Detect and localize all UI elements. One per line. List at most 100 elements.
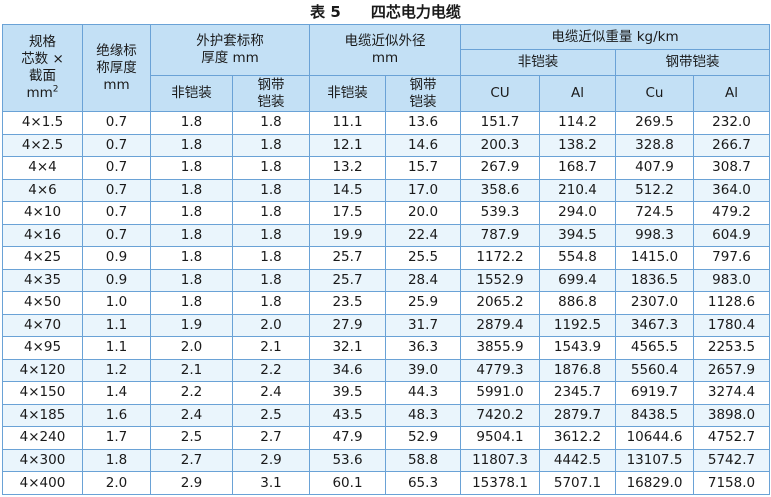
table-cell: 2.4 [150, 403, 233, 428]
table-cell: 0.7 [82, 133, 151, 158]
table-cell: 25.7 [309, 268, 386, 293]
table-cell: 47.9 [309, 426, 386, 450]
table-cell: 11.1 [309, 111, 386, 135]
table-cell: 1.8 [150, 201, 233, 225]
table-cell: 7158.0 [692, 471, 771, 495]
table-cell: 0.7 [82, 223, 151, 248]
table-header: 规格 芯数 × 截面 mm2 绝缘标 称厚度 mm 外护套标称 厚度 mm 电缆… [2, 24, 771, 112]
table-cell: 1.8 [232, 201, 310, 225]
table-cell: 22.4 [385, 223, 461, 248]
table-cell: 2.2 [150, 381, 233, 405]
header-insulation-thickness: 绝缘标 称厚度 mm [82, 24, 151, 112]
table-cell: 1.8 [232, 246, 310, 270]
table-cell: 1.8 [232, 291, 310, 315]
header-unarmored-al: Al [539, 75, 616, 112]
table-cell: 1.4 [82, 381, 151, 405]
table-cell: 2.0 [232, 313, 310, 338]
table-row: 4×50 1.0 1.8 1.8 23.5 25.9 2065.2 886.8 2307.0 11… [2, 291, 771, 315]
table-cell: 4×4 [2, 156, 83, 180]
table-cell: 1.7 [82, 426, 151, 450]
table-cell: 724.5 [615, 201, 694, 225]
table-cell: 3.1 [232, 471, 310, 495]
table-cell: 8438.5 [615, 403, 694, 428]
table-cell: 19.9 [309, 223, 386, 248]
table-cell: 394.5 [539, 223, 616, 248]
table-cell: 364.0 [692, 178, 771, 203]
table-cell: 114.2 [539, 111, 616, 135]
table-cell: 1.8 [232, 156, 310, 180]
table-cell: 168.7 [539, 156, 616, 180]
table-cell: 2253.5 [692, 336, 771, 360]
table-cell: 13.6 [385, 111, 461, 135]
table-cell: 0.9 [82, 268, 151, 293]
table-row: 4×95 1.1 2.0 2.1 32.1 36.3 3855.9 1543.9 4565.5 2… [2, 336, 771, 360]
table-row: 4×300 1.8 2.7 2.9 53.6 58.8 11807.3 4442.5 13107… [2, 448, 771, 473]
table-cell: 2879.7 [539, 403, 616, 428]
table-cell: 4×70 [2, 313, 83, 338]
table-cell: 4×16 [2, 223, 83, 248]
header-diameter-steel-armored: 钢带 铠装 [385, 75, 461, 112]
table-cell: 4×400 [2, 471, 83, 495]
table-cell: 1780.4 [692, 313, 771, 338]
table-row: 4×2.5 0.7 1.8 1.8 12.1 14.6 200.3 138.2 328.8 266… [2, 133, 771, 158]
table-cell: 44.3 [385, 381, 461, 405]
table-cell: 308.7 [692, 156, 771, 180]
table-row: 4×4 0.7 1.8 1.8 13.2 15.7 267.9 168.7 407.9 308.7 [2, 156, 771, 180]
table-cell: 1.8 [150, 156, 233, 180]
table-cell: 1128.6 [692, 291, 771, 315]
table-title: 四芯电力电缆 [370, 3, 461, 21]
table-caption: 表 5 四芯电力电缆 [0, 0, 771, 24]
table-cell: 983.0 [692, 268, 771, 293]
table-cell: 5991.0 [460, 381, 540, 405]
table-cell: 39.5 [309, 381, 386, 405]
table-cell: 787.9 [460, 223, 540, 248]
table-cell: 4×10 [2, 201, 83, 225]
table-cell: 1.9 [150, 313, 233, 338]
table-cell: 512.2 [615, 178, 694, 203]
table-cell: 1.8 [232, 133, 310, 158]
table-cell: 699.4 [539, 268, 616, 293]
table-cell: 3274.4 [692, 381, 771, 405]
table-cell: 267.9 [460, 156, 540, 180]
table-row: 4×120 1.2 2.1 2.2 34.6 39.0 4779.3 1876.8 5560.4… [2, 358, 771, 383]
table-cell: 0.9 [82, 246, 151, 270]
table-cell: 12.1 [309, 133, 386, 158]
table-cell: 9504.1 [460, 426, 540, 450]
table-cell: 554.8 [539, 246, 616, 270]
table-row: 4×185 1.6 2.4 2.5 43.5 48.3 7420.2 2879.7 8438.5… [2, 403, 771, 428]
table-cell: 14.6 [385, 133, 461, 158]
table-cell: 2.7 [150, 448, 233, 473]
table-cell: 138.2 [539, 133, 616, 158]
table-cell: 2.7 [232, 426, 310, 450]
table-cell: 2307.0 [615, 291, 694, 315]
table-cell: 2.0 [150, 336, 233, 360]
table-cell: 52.9 [385, 426, 461, 450]
table-cell: 25.9 [385, 291, 461, 315]
table-cell: 210.4 [539, 178, 616, 203]
table-cell: 58.8 [385, 448, 461, 473]
table-cell: 1.8 [232, 268, 310, 293]
table-cell: 15378.1 [460, 471, 540, 495]
table-cell: 407.9 [615, 156, 694, 180]
table-cell: 32.1 [309, 336, 386, 360]
table-cell: 1.8 [232, 223, 310, 248]
table-cell: 2.2 [232, 358, 310, 383]
table-cell: 5707.1 [539, 471, 616, 495]
table-cell: 25.5 [385, 246, 461, 270]
table-cell: 2065.2 [460, 291, 540, 315]
table-cell: 4565.5 [615, 336, 694, 360]
table-cell: 1.8 [150, 291, 233, 315]
table-cell: 1.8 [82, 448, 151, 473]
table-cell: 1.6 [82, 403, 151, 428]
table-cell: 1.8 [232, 111, 310, 135]
table-cell: 1.0 [82, 291, 151, 315]
table-cell: 2.9 [232, 448, 310, 473]
table-row: 4×6 0.7 1.8 1.8 14.5 17.0 358.6 210.4 512.2 364.0 [2, 178, 771, 203]
table-cell: 269.5 [615, 111, 694, 135]
header-unarmored-cu: CU [460, 75, 540, 112]
table-cell: 4752.7 [692, 426, 771, 450]
table-cell: 6919.7 [615, 381, 694, 405]
table-cell: 4×50 [2, 291, 83, 315]
table-cell: 1.8 [150, 223, 233, 248]
table-cell: 15.7 [385, 156, 461, 180]
